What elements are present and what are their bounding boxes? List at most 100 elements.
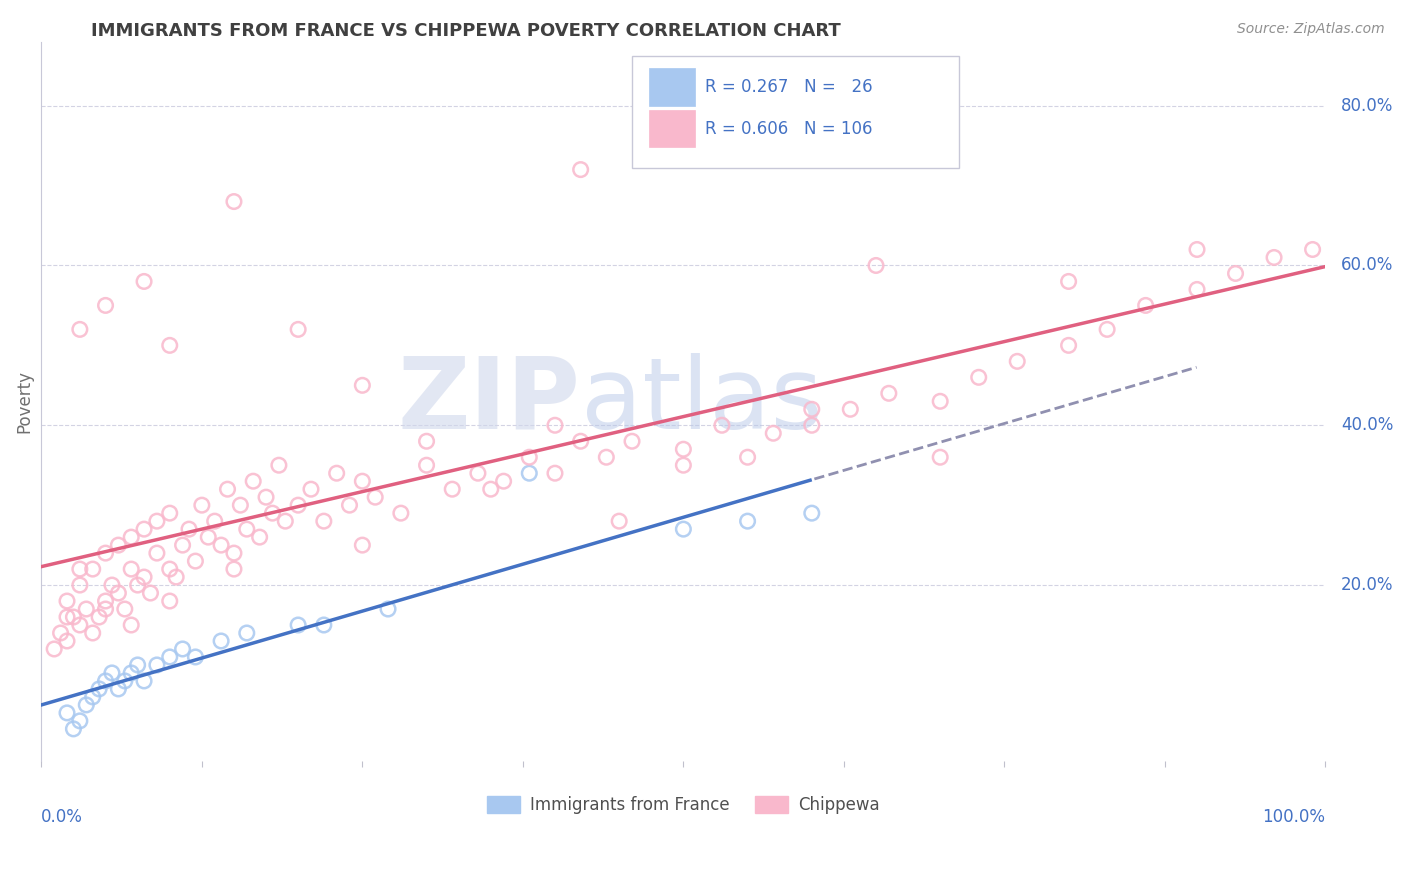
Point — [146, 546, 169, 560]
Point — [94, 594, 117, 608]
Point — [364, 490, 387, 504]
Point — [415, 434, 437, 449]
Text: 0.0%: 0.0% — [41, 807, 83, 826]
Point — [1007, 354, 1029, 368]
Point — [254, 490, 277, 504]
Point — [737, 514, 759, 528]
Point — [146, 657, 169, 672]
Point — [274, 514, 297, 528]
Point — [672, 458, 695, 473]
Point — [377, 602, 399, 616]
FancyBboxPatch shape — [648, 110, 695, 147]
Point — [87, 610, 110, 624]
Point — [172, 538, 194, 552]
Point — [517, 450, 540, 465]
Point — [146, 514, 169, 528]
Point — [1263, 251, 1285, 265]
Point — [159, 650, 181, 665]
Point — [209, 538, 232, 552]
Point — [1302, 243, 1324, 257]
Point — [249, 530, 271, 544]
Point — [737, 450, 759, 465]
Point — [44, 642, 66, 657]
FancyBboxPatch shape — [648, 69, 695, 106]
Point — [120, 562, 142, 576]
Point — [94, 673, 117, 688]
Point — [287, 498, 309, 512]
Point — [107, 586, 129, 600]
Point — [82, 562, 104, 576]
Point — [132, 522, 155, 536]
Point — [877, 386, 900, 401]
Point — [312, 514, 335, 528]
Point — [184, 650, 207, 665]
Point — [492, 474, 515, 488]
Point — [114, 602, 136, 616]
Point — [229, 498, 252, 512]
Point — [82, 690, 104, 704]
Point — [69, 562, 91, 576]
Point — [75, 602, 97, 616]
Point — [101, 665, 124, 680]
Point — [1135, 298, 1157, 312]
Point — [929, 394, 952, 409]
Point — [127, 657, 149, 672]
Point — [94, 298, 117, 312]
Point — [544, 466, 567, 480]
Point — [299, 482, 322, 496]
Point — [69, 322, 91, 336]
Point — [839, 402, 862, 417]
FancyBboxPatch shape — [633, 56, 959, 168]
Point — [479, 482, 502, 496]
Point — [75, 698, 97, 712]
Point — [107, 538, 129, 552]
Point — [267, 458, 290, 473]
Point — [1185, 243, 1208, 257]
Point — [595, 450, 617, 465]
Point — [672, 442, 695, 457]
Point — [62, 610, 84, 624]
Point — [569, 434, 592, 449]
Point — [56, 634, 79, 648]
Point — [172, 642, 194, 657]
Point — [222, 546, 245, 560]
Point — [800, 418, 823, 433]
Point — [621, 434, 644, 449]
Point — [1185, 282, 1208, 296]
Point — [222, 562, 245, 576]
Text: 80.0%: 80.0% — [1341, 96, 1393, 115]
Point — [389, 506, 412, 520]
Y-axis label: Poverty: Poverty — [15, 370, 32, 433]
Point — [287, 322, 309, 336]
Point — [1057, 275, 1080, 289]
Point — [929, 450, 952, 465]
Point — [800, 506, 823, 520]
Point — [132, 570, 155, 584]
Point — [967, 370, 990, 384]
Point — [415, 458, 437, 473]
Point — [56, 610, 79, 624]
Point — [165, 570, 187, 584]
Point — [325, 466, 347, 480]
Point — [517, 466, 540, 480]
Point — [69, 714, 91, 728]
Point — [569, 162, 592, 177]
Point — [544, 418, 567, 433]
Point — [132, 673, 155, 688]
Point — [49, 626, 72, 640]
Point — [197, 530, 219, 544]
Text: 100.0%: 100.0% — [1263, 807, 1326, 826]
Text: ZIP: ZIP — [398, 353, 581, 450]
Point — [177, 522, 200, 536]
Point — [184, 554, 207, 568]
Text: atlas: atlas — [581, 353, 823, 450]
Legend: Immigrants from France, Chippewa: Immigrants from France, Chippewa — [481, 789, 887, 821]
Point — [1095, 322, 1118, 336]
Point — [339, 498, 361, 512]
Point — [762, 426, 785, 441]
Text: Source: ZipAtlas.com: Source: ZipAtlas.com — [1237, 22, 1385, 37]
Point — [87, 681, 110, 696]
Point — [262, 506, 284, 520]
Point — [159, 506, 181, 520]
Point — [352, 538, 374, 552]
